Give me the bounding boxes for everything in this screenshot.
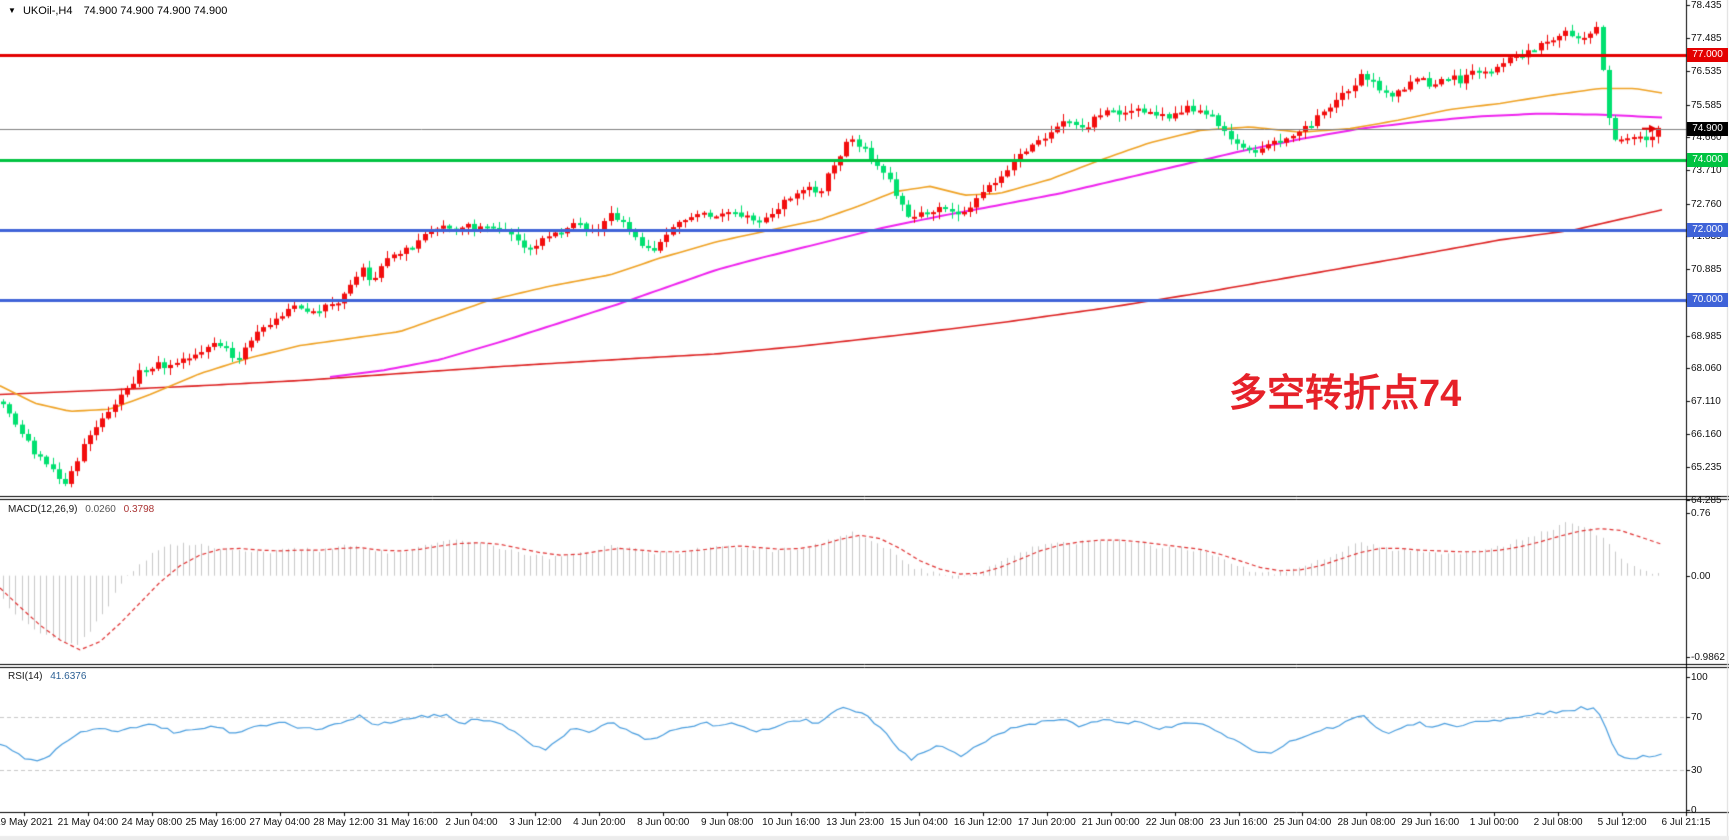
symbol-dropdown-icon[interactable]: ▼: [8, 6, 16, 15]
